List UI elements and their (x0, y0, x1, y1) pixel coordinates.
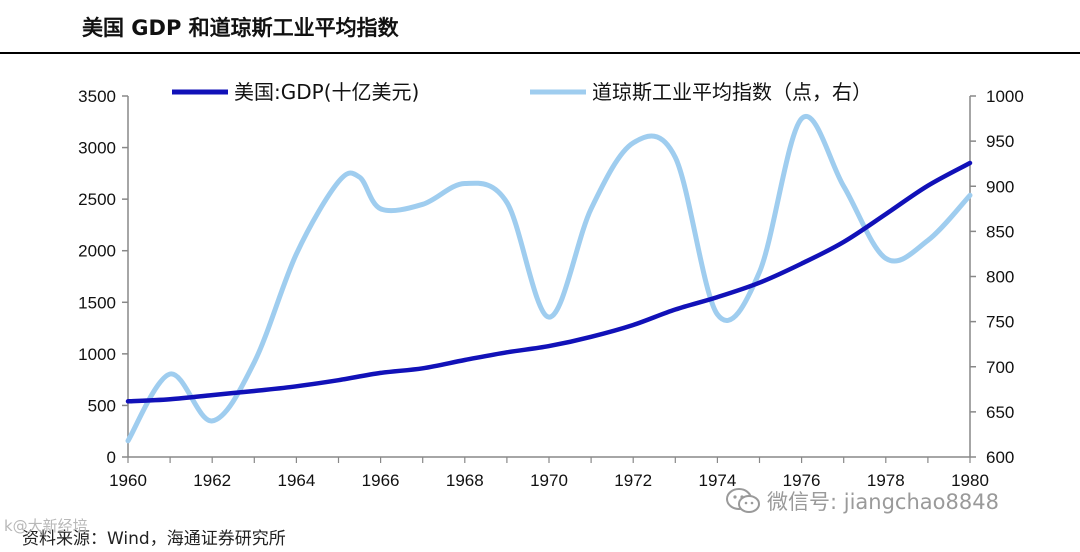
right-tick-label: 750 (986, 313, 1014, 332)
gdp-series-line (125, 160, 973, 404)
right-tick-label: 1000 (986, 87, 1024, 106)
title-divider (0, 52, 1080, 54)
right-tick-label: 700 (986, 358, 1014, 377)
x-tick-label: 1972 (614, 471, 652, 490)
x-tick-label: 1966 (362, 471, 400, 490)
right-tick-label: 650 (986, 403, 1014, 422)
left-tick-label: 1000 (78, 345, 116, 364)
left-tick-label: 2000 (78, 242, 116, 261)
left-tick-label: 0 (107, 448, 116, 467)
watermark-left: k@大新经培 (4, 517, 88, 535)
watermark: 微信号: jiangchao8848 (725, 486, 999, 516)
chart-axes: 0 500 1000 1500 2000 2500 3000 3500 600 650 700 750… (78, 87, 1024, 490)
chart-title: 美国 GDP 和道琼斯工业平均指数 (82, 16, 399, 40)
x-tick-label: 1960 (109, 471, 147, 490)
left-tick-label: 2500 (78, 190, 116, 209)
x-tick-label: 1968 (446, 471, 484, 490)
right-tick-label: 600 (986, 448, 1014, 467)
chart-series (125, 113, 973, 444)
x-tick-label: 1970 (530, 471, 568, 490)
right-tick-label: 900 (986, 177, 1014, 196)
x-tick-label: 1976 (783, 471, 821, 490)
left-tick-label: 1500 (78, 293, 116, 312)
right-tick-label: 850 (986, 222, 1014, 241)
legend-dow-label: 道琼斯工业平均指数（点，右） (592, 80, 872, 104)
left-tick-label: 500 (88, 396, 116, 415)
legend-gdp-label: 美国:GDP(十亿美元) (234, 80, 419, 104)
x-tick-label: 1964 (277, 471, 315, 490)
wechat-icon (726, 488, 760, 513)
x-tick-label: 1974 (698, 471, 736, 490)
left-tick-label: 3000 (78, 139, 116, 158)
watermark-text: 微信号: jiangchao8848 (767, 490, 999, 514)
right-tick-label: 950 (986, 132, 1014, 151)
x-tick-label: 1978 (867, 471, 905, 490)
x-tick-label: 1962 (193, 471, 231, 490)
source-note: 资料来源：Wind，海通证券研究所 (22, 529, 286, 549)
left-tick-label: 3500 (78, 87, 116, 106)
x-tick-label: 1980 (951, 471, 989, 490)
dow-series-line (125, 113, 973, 444)
right-tick-label: 800 (986, 268, 1014, 287)
chart-legend: 美国:GDP(十亿美元) 道琼斯工业平均指数（点，右） (172, 80, 872, 104)
